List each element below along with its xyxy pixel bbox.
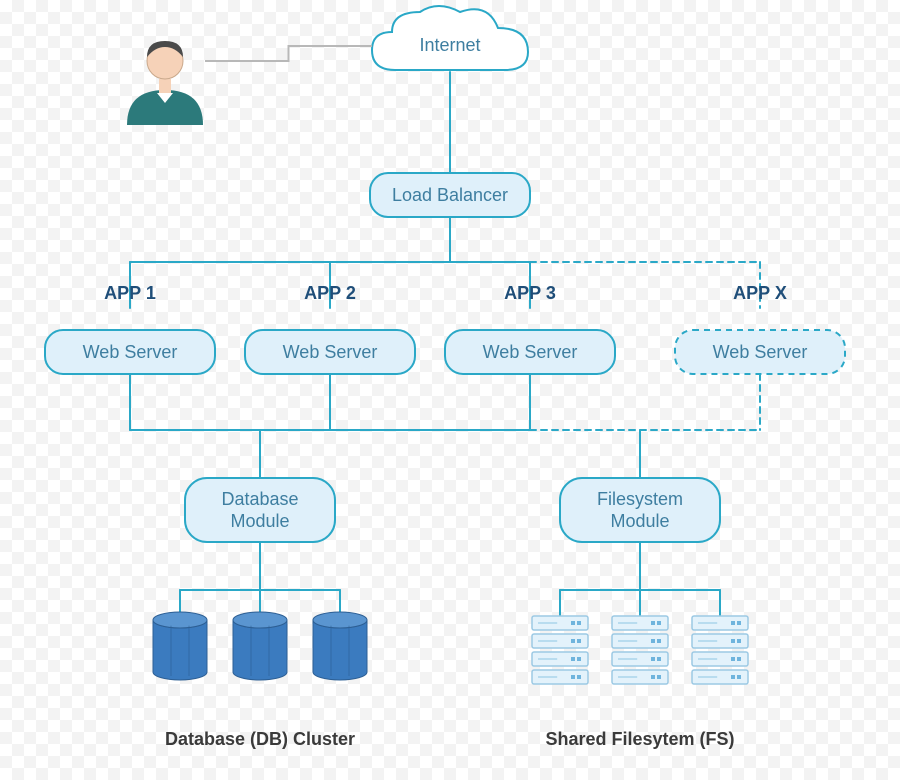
connector-user-internet	[205, 46, 372, 61]
fs-rack-2	[612, 616, 668, 684]
fs-rack-1	[532, 616, 588, 684]
architecture-diagram: Internet Load Balancer APP 1 Web Server APP …	[0, 0, 900, 780]
db-cylinder-1	[153, 612, 207, 680]
app2-label: APP 2	[304, 283, 356, 303]
db-module-label-2: Module	[230, 511, 289, 531]
fs-module-label-2: Module	[610, 511, 669, 531]
db-module-label-1: Database	[221, 489, 298, 509]
app3-label: APP 3	[504, 283, 556, 303]
appx-label: APP X	[733, 283, 787, 303]
app1-box-label: Web Server	[83, 342, 178, 362]
app3-box-label: Web Server	[483, 342, 578, 362]
fs-cluster-label: Shared Filesytem (FS)	[545, 729, 734, 749]
fs-module-label-1: Filesystem	[597, 489, 683, 509]
internet-label: Internet	[419, 35, 480, 55]
internet-cloud: Internet	[372, 6, 528, 70]
app1-label: APP 1	[104, 283, 156, 303]
fs-rack-3	[692, 616, 748, 684]
app2-box-label: Web Server	[283, 342, 378, 362]
appx-box-label: Web Server	[713, 342, 808, 362]
db-cylinder-2	[233, 612, 287, 680]
user-icon	[127, 41, 203, 125]
db-cluster-label: Database (DB) Cluster	[165, 729, 355, 749]
load-balancer-label: Load Balancer	[392, 185, 508, 205]
db-cylinder-3	[313, 612, 367, 680]
